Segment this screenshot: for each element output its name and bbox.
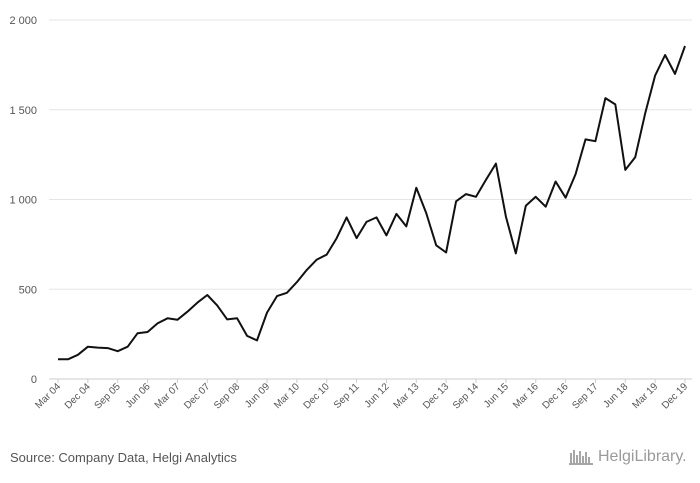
logo-text: HelgiLibrary.	[598, 448, 687, 465]
x-tick-label: Sep 14	[451, 381, 481, 411]
x-tick-label: Dec 19	[660, 381, 690, 411]
x-tick-label: Dec 13	[421, 381, 451, 411]
x-tick-label: Dec 10	[302, 381, 332, 411]
library-icon	[569, 450, 593, 465]
helgi-library-logo: HelgiLibrary.	[568, 447, 687, 467]
x-tick-label: Jun 15	[482, 381, 511, 410]
y-axis-ticks: 0 500 1 000 1 500 2 000	[9, 15, 37, 386]
y-tick-label: 1 500	[9, 105, 37, 117]
x-tick-label: Jun 12	[363, 381, 392, 410]
x-tick-label: Sep 08	[212, 381, 242, 411]
x-tick-label: Mar 10	[272, 381, 302, 411]
y-tick-label: 0	[31, 374, 37, 386]
x-tick-label: Mar 04	[33, 381, 63, 411]
x-tick-label: Mar 13	[392, 381, 422, 411]
y-tick-label: 2 000	[9, 15, 37, 27]
y-tick-label: 1 000	[9, 195, 37, 207]
source-note: Source: Company Data, Helgi Analytics	[10, 450, 237, 465]
y-tick-label: 500	[19, 284, 37, 296]
grid-lines	[49, 19, 692, 380]
x-tick-label: Jun 09	[243, 381, 272, 410]
x-tick-label: Mar 19	[630, 381, 660, 411]
x-tick-label: Sep 05	[93, 381, 123, 411]
x-tick-label: Dec 16	[541, 381, 571, 411]
x-tick-label: Sep 11	[332, 381, 362, 411]
x-tick-label: Mar 07	[153, 381, 183, 411]
x-tick-label: Jun 18	[601, 381, 630, 410]
x-tick-label: Dec 04	[63, 381, 93, 411]
x-tick-label: Sep 17	[570, 381, 600, 411]
x-tick-label: Mar 16	[511, 381, 541, 411]
series-line	[58, 45, 686, 361]
x-tick-label: Dec 07	[182, 381, 212, 411]
x-tick-label: Jun 06	[124, 381, 153, 410]
x-axis-ticks: Mar 04 Dec 04 Sep 05 Jun 06 Mar 07 Dec 07 Sep …	[33, 379, 690, 412]
